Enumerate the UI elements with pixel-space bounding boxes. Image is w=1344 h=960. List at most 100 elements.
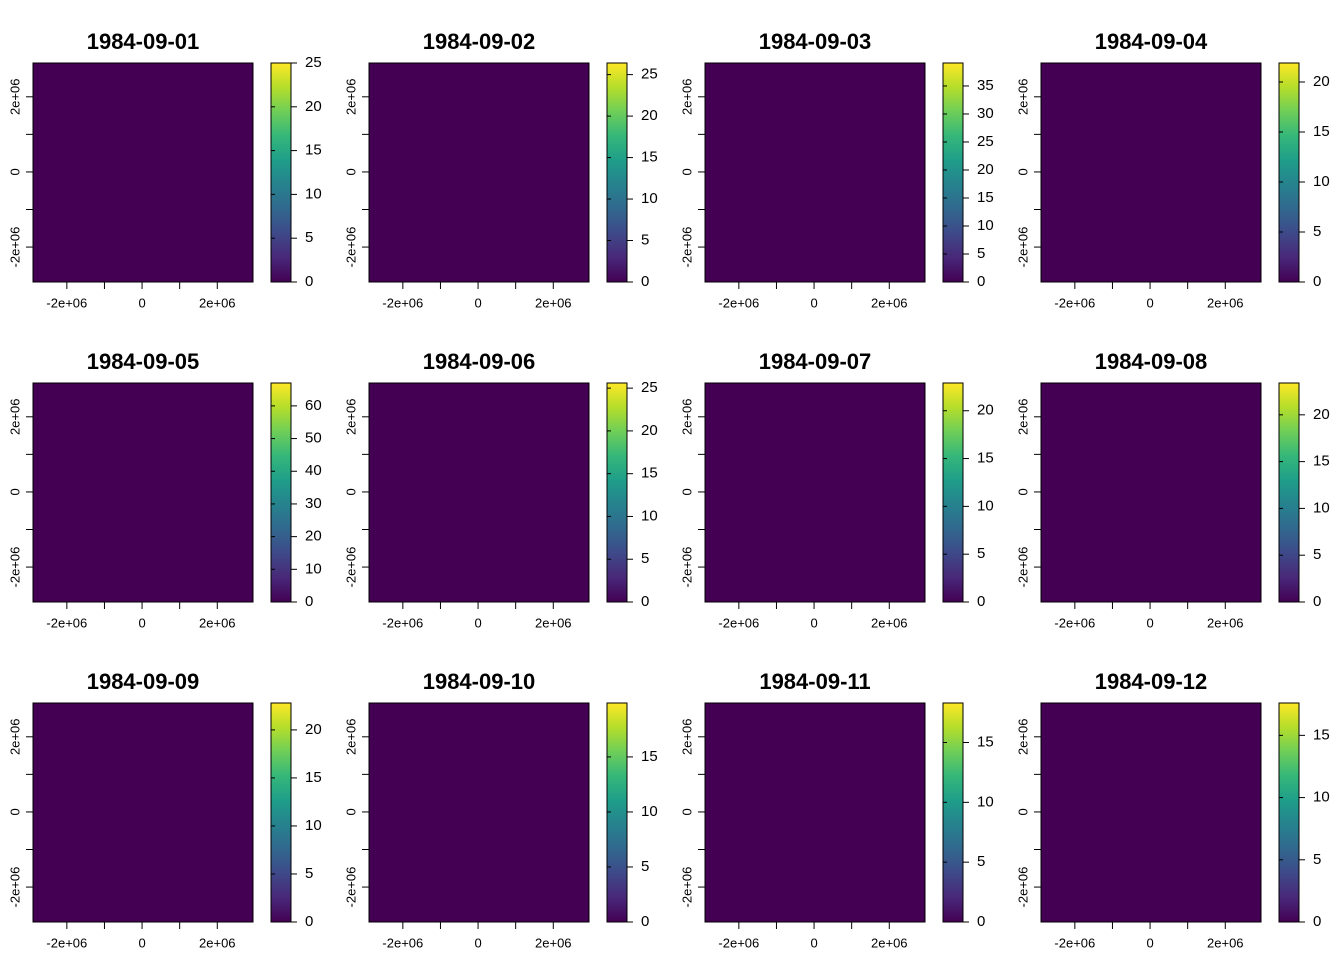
colorbar-tick-label: 15 <box>641 465 658 482</box>
colorbar <box>270 382 292 603</box>
plot-frame <box>704 702 926 923</box>
colorbar <box>270 62 292 283</box>
y-tick-label: 0 <box>1015 808 1030 815</box>
panel: 1984-09-09 -2e+06 0 2e+06 -2e+06 0 2e+06 0 5 10 15… <box>7 669 321 951</box>
x-tick-label: 0 <box>810 615 817 630</box>
colorbar-tick-label: 15 <box>305 142 322 159</box>
x-tick-label: -2e+06 <box>382 615 423 630</box>
colorbar <box>942 702 964 923</box>
colorbar-tick-label: 10 <box>641 190 658 207</box>
panel-title: 1984-09-07 <box>759 349 872 374</box>
y-tick-label: 2e+06 <box>679 399 694 436</box>
colorbar-tick-label: 5 <box>641 231 649 248</box>
y-tick-label: 2e+06 <box>7 79 22 116</box>
panel-title: 1984-09-09 <box>87 669 200 694</box>
raster-field <box>33 383 253 602</box>
colorbar-tick-label: 5 <box>1313 546 1321 563</box>
colorbar-tick-label: 0 <box>641 593 649 610</box>
y-tick-label: -2e+06 <box>1015 547 1030 588</box>
y-tick-label: 2e+06 <box>7 399 22 436</box>
plot-frame <box>32 702 254 923</box>
x-tick-label: -2e+06 <box>718 295 759 310</box>
raster-field <box>1041 383 1261 602</box>
panel: 1984-09-07 -2e+06 0 2e+06 -2e+06 0 2e+06 0 5 10 15… <box>679 349 993 631</box>
colorbar-tick-label: 25 <box>641 66 658 83</box>
colorbar <box>606 62 628 283</box>
colorbar-tick-label: 10 <box>977 497 994 514</box>
colorbar-tick-label: 20 <box>641 422 658 439</box>
x-tick-label: 0 <box>1146 295 1153 310</box>
y-tick-label: 0 <box>679 488 694 495</box>
colorbar-tick-label: 20 <box>1313 406 1330 423</box>
plot-frame <box>704 382 926 603</box>
colorbar-tick-label: 60 <box>305 397 322 414</box>
x-tick-label: 0 <box>810 295 817 310</box>
colorbar-tick-label: 0 <box>305 273 313 290</box>
colorbar-tick-label: 0 <box>305 913 313 930</box>
x-tick-label: 0 <box>474 935 481 950</box>
colorbar <box>606 702 628 923</box>
colorbar-tick-label: 0 <box>977 273 985 290</box>
plot-frame <box>1040 702 1262 923</box>
y-tick-label: 2e+06 <box>343 399 358 436</box>
plot-frame <box>1040 62 1262 283</box>
colorbar-tick-label: 50 <box>305 430 322 447</box>
colorbar-tick-label: 15 <box>1313 453 1330 470</box>
x-tick-label: 2e+06 <box>1207 935 1244 950</box>
x-tick-label: 0 <box>1146 615 1153 630</box>
panel: 1984-09-01 -2e+06 0 2e+06 -2e+06 0 2e+06 0 5 10 15… <box>7 29 321 311</box>
panel: 1984-09-06 -2e+06 0 2e+06 -2e+06 0 2e+06 0 5 10 15… <box>343 349 657 631</box>
y-tick-label: 0 <box>7 488 22 495</box>
panel: 1984-09-02 -2e+06 0 2e+06 -2e+06 0 2e+06 0 5 10 15… <box>343 29 657 311</box>
x-tick-label: -2e+06 <box>718 935 759 950</box>
x-tick-label: -2e+06 <box>46 935 87 950</box>
raster-field <box>705 703 925 922</box>
y-tick-label: -2e+06 <box>679 547 694 588</box>
y-tick-label: -2e+06 <box>7 547 22 588</box>
colorbar-tick-label: 30 <box>977 105 994 122</box>
y-tick-label: 0 <box>343 808 358 815</box>
x-tick-label: 2e+06 <box>1207 615 1244 630</box>
y-tick-label: 0 <box>7 808 22 815</box>
x-tick-label: 2e+06 <box>535 295 572 310</box>
colorbar <box>942 62 964 283</box>
colorbar-tick-label: 0 <box>1313 273 1321 290</box>
y-tick-label: -2e+06 <box>343 867 358 908</box>
colorbar-tick-label: 20 <box>977 161 994 178</box>
y-tick-label: 2e+06 <box>679 79 694 116</box>
colorbar-tick-label: 5 <box>305 865 313 882</box>
colorbar-tick-label: 25 <box>641 379 658 396</box>
raster-field <box>369 383 589 602</box>
colorbar-tick-label: 20 <box>641 107 658 124</box>
plot-frame <box>32 62 254 283</box>
y-tick-label: -2e+06 <box>7 867 22 908</box>
x-tick-label: -2e+06 <box>1054 615 1095 630</box>
raster-field <box>1041 703 1261 922</box>
colorbar <box>1278 702 1300 923</box>
colorbar-tick-label: 10 <box>641 507 658 524</box>
x-tick-label: -2e+06 <box>46 615 87 630</box>
colorbar-tick-label: 10 <box>1313 789 1330 806</box>
colorbar <box>942 382 964 603</box>
colorbar-tick-label: 30 <box>305 495 322 512</box>
y-tick-label: 2e+06 <box>1015 719 1030 756</box>
colorbar-tick-label: 40 <box>305 462 322 479</box>
colorbar-tick-label: 5 <box>977 853 985 870</box>
colorbar-tick-label: 0 <box>305 593 313 610</box>
colorbar <box>606 382 628 603</box>
y-tick-label: 2e+06 <box>1015 79 1030 116</box>
y-tick-label: -2e+06 <box>1015 227 1030 268</box>
colorbar-tick-label: 0 <box>977 913 985 930</box>
x-tick-label: 2e+06 <box>871 295 908 310</box>
panel: 1984-09-11 -2e+06 0 2e+06 -2e+06 0 2e+06 0 5 10 15 <box>679 669 993 951</box>
colorbar <box>270 702 292 923</box>
x-tick-label: 0 <box>474 295 481 310</box>
panel-title: 1984-09-04 <box>1095 29 1208 54</box>
panel-title: 1984-09-11 <box>759 669 870 694</box>
y-tick-label: -2e+06 <box>679 227 694 268</box>
colorbar-tick-label: 10 <box>305 185 322 202</box>
raster-field <box>33 703 253 922</box>
plot-frame <box>368 702 590 923</box>
colorbar-tick-label: 20 <box>305 721 322 738</box>
